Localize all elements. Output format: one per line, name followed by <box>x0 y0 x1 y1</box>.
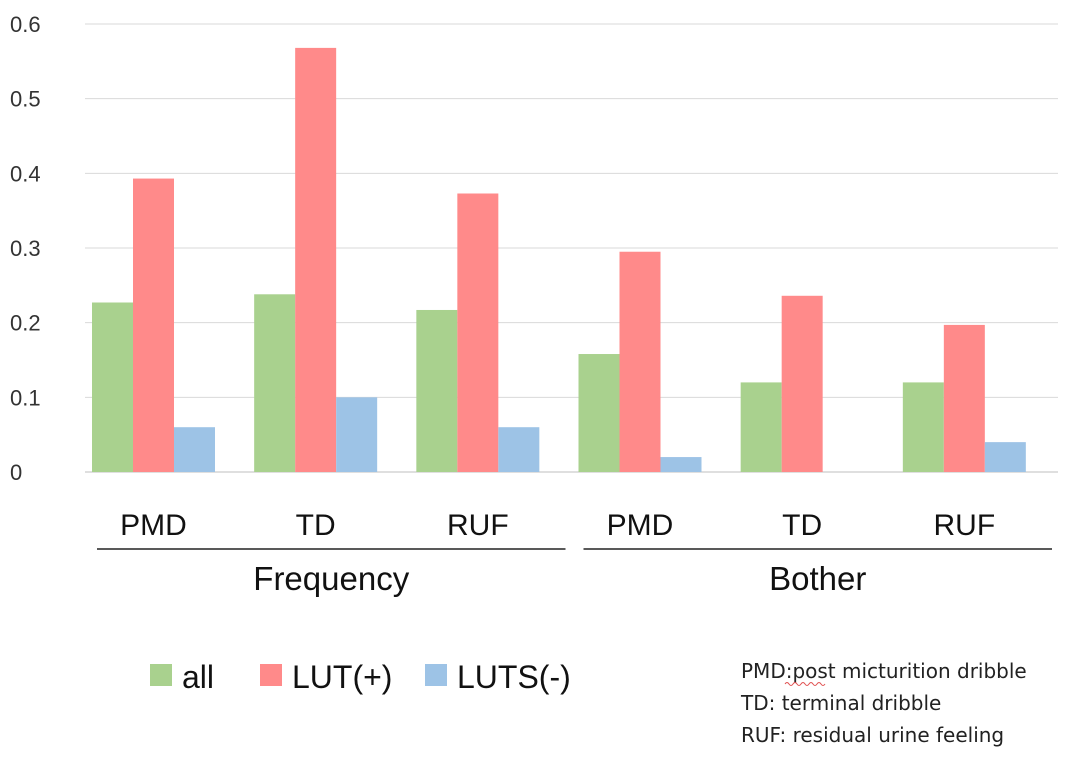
group-label: Bother <box>769 560 866 597</box>
y-tick-label: 0.3 <box>10 236 41 261</box>
bars <box>92 47 1026 472</box>
x-axis-categories: PMD TD RUF PMD TD RUF <box>120 509 995 542</box>
x-category-label: TD <box>782 509 822 542</box>
bar-LUT(+) <box>781 295 823 472</box>
group-label: Frequency <box>253 560 409 597</box>
x-category-label: RUF <box>447 509 509 542</box>
legend-label: all <box>182 659 214 695</box>
x-category-label: PMD <box>120 509 187 542</box>
y-tick-label: 0.4 <box>10 161 41 186</box>
bar-LUT(+) <box>133 178 174 472</box>
bar-LUTS(-) <box>498 427 540 472</box>
bar-LUT(+) <box>457 193 499 472</box>
x-category-label: PMD <box>607 509 674 542</box>
legend-label: LUT(+) <box>292 659 392 695</box>
bar-LUTS(-) <box>660 457 702 472</box>
bar-LUT(+) <box>295 47 337 472</box>
bar-all <box>578 354 620 472</box>
abbreviation-note: RUF: residual urine feeling <box>741 723 1004 747</box>
bar-all <box>92 302 133 472</box>
spellcheck-underline <box>784 682 826 686</box>
legend-swatch-all <box>150 664 172 686</box>
legend-swatch-LUT(+) <box>260 664 282 686</box>
bar-all <box>740 382 782 472</box>
bar-all <box>902 382 944 472</box>
legend: all LUT(+) LUTS(-) <box>150 659 571 695</box>
x-category-label: RUF <box>934 509 996 542</box>
y-tick-label: 0.6 <box>10 12 41 37</box>
y-tick-label: 0.1 <box>10 385 41 410</box>
bar-LUTS(-) <box>174 427 215 472</box>
legend-label: LUTS(-) <box>457 659 571 695</box>
y-tick-label: 0.5 <box>10 87 41 112</box>
legend-swatch-LUTS(-) <box>425 664 447 686</box>
y-tick-label: 0.2 <box>10 311 41 336</box>
bar-LUT(+) <box>943 324 985 472</box>
y-tick-label: 0 <box>10 460 22 485</box>
bar-LUT(+) <box>619 251 661 472</box>
abbreviation-note: PMD:post micturition dribble <box>741 659 1027 683</box>
abbreviation-note: TD: terminal dribble <box>740 691 941 715</box>
x-category-label: TD <box>296 509 336 542</box>
x-axis-groups: Frequency Bother <box>97 548 1052 597</box>
y-axis-ticks: 0 0.1 0.2 0.3 0.4 0.5 0.6 <box>10 12 41 485</box>
bar-LUTS(-) <box>336 397 378 472</box>
abbreviation-notes: PMD:post micturition dribble TD: terminal… <box>740 659 1027 747</box>
bar-all <box>416 309 458 472</box>
gridlines <box>85 23 1058 473</box>
bar-all <box>254 294 296 472</box>
bar-LUTS(-) <box>984 442 1026 472</box>
